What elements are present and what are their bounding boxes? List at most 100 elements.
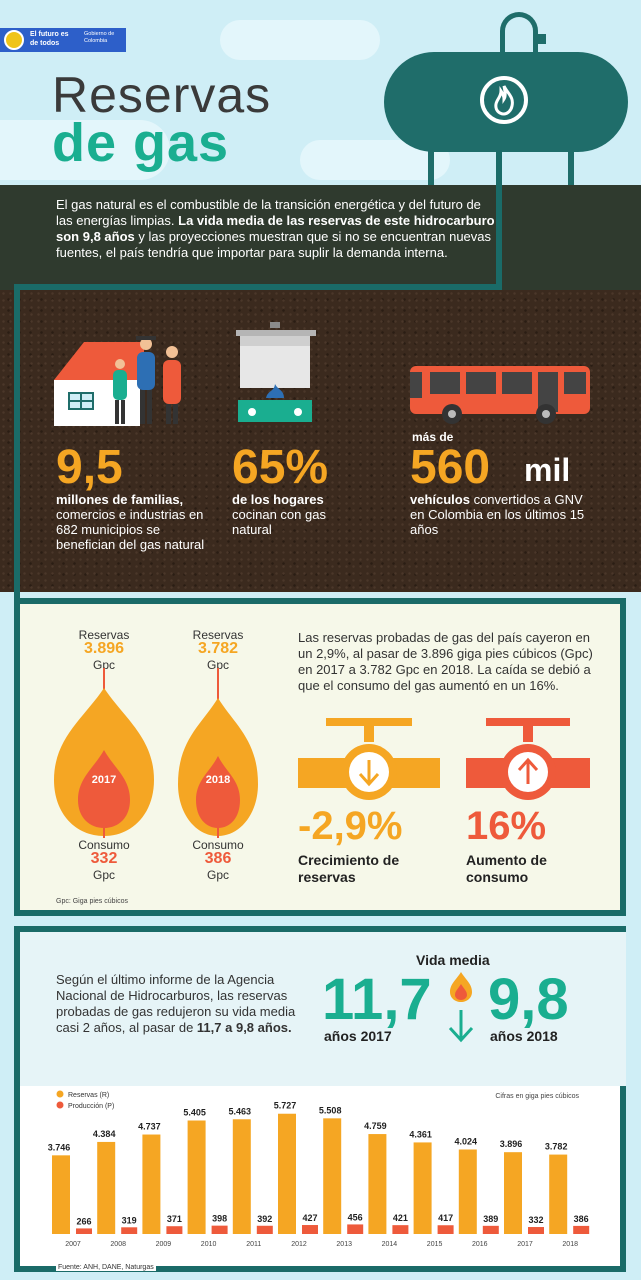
x-tick-label: 2009 [156,1241,172,1248]
half-life-title: Vida media [416,952,490,968]
logo-government: Gobierno de Colombia [84,31,115,44]
bar-production [256,1225,273,1234]
half-life-2017-value: 11,7 [322,967,432,1032]
soil-section [0,290,641,592]
reserves-2018-value: 3.782 [197,640,239,657]
consumption-2018-label: Consumo [192,838,244,852]
tank-handle [500,12,538,56]
reserves-2017-value: 3.896 [83,640,125,657]
bar-production [76,1228,92,1234]
colombia-seal-icon [4,30,24,50]
reserves-description: Las reservas probadas de gas del país ca… [298,630,593,693]
house-family-icon [54,336,181,426]
bar-production-label: 386 [574,1214,589,1224]
intro-band [0,185,641,290]
pipe [620,1086,626,1272]
bar-reserves [142,1134,161,1234]
source-note: Fuente: ANH, DANE, Naturgas [56,1264,156,1271]
pipe [14,1266,626,1272]
x-tick-label: 2013 [336,1241,352,1248]
logo-slogan: El futuro es de todos [30,31,69,47]
bar-production [437,1225,454,1234]
bar-reserves-label: 5.727 [274,1101,297,1111]
stat-vehicles-text: vehículos convertidos a GNV en Colombia … [410,492,585,537]
consumption-2017-value: 332 [90,850,118,867]
chart-units-note: Cifras en giga pies cúbicos [495,1093,579,1100]
bar-production-label: 427 [302,1213,317,1223]
bar-reserves-label: 3.782 [545,1142,568,1152]
bar-reserves-label: 5.463 [229,1106,252,1116]
growth-percent: -2,9% [298,804,403,848]
valve-down-icon [298,718,440,800]
bar-reserves [232,1119,251,1234]
bar-production-label: 332 [528,1215,543,1225]
bar-reserves [413,1142,432,1234]
bar-production-label: 392 [257,1214,272,1224]
bar-reserves-label: 4.024 [455,1136,478,1146]
reserves-2018-label: Reservas [192,628,244,642]
bar-reserves [52,1155,70,1234]
consumption-caption: Aumento de consumo [466,852,547,885]
flame-icon [480,76,528,124]
consumption-2017-label: Consumo [78,838,130,852]
bar-production-label: 421 [393,1213,408,1223]
stat-families-number: 9,5 [56,441,123,494]
half-life-2018-value: 9,8 [488,967,569,1032]
bar-reserves [549,1154,568,1234]
x-tick-label: 2012 [291,1241,307,1248]
bar-production [302,1225,318,1234]
x-tick-label: 2017 [517,1241,533,1248]
bar-production-label: 417 [438,1213,453,1223]
flame-2017-icon [54,668,154,838]
bar-production-label: 456 [348,1212,363,1222]
stat-vehicles-number: 560 [410,441,491,494]
chart-panel [14,1086,626,1268]
bar-production [121,1227,138,1234]
bar-reserves-label: 5.508 [319,1105,342,1115]
bar-production-label: 371 [167,1214,182,1224]
legend-reserves-swatch [56,1090,64,1098]
bar-production [392,1225,409,1234]
bar-reserves-label: 5.405 [183,1107,206,1117]
pipe [14,284,502,290]
stat-vehicles-prefix: más de [412,430,454,444]
x-tick-label: 2008 [110,1241,126,1248]
reserves-2018-unit: Gpc [206,658,229,672]
stat-homes-number: 65% [232,441,329,494]
bar-production [528,1227,544,1234]
gpc-note: Gpc: Giga pies cúbicos [56,898,128,905]
bar-production [573,1225,590,1234]
x-tick-label: 2011 [246,1241,261,1248]
stat-families-text: millones de familias, comercios e indust… [56,492,205,552]
pipe [496,150,502,290]
bar-reserves-label: 4.384 [93,1129,116,1139]
x-tick-label: 2007 [65,1241,81,1248]
flame-2017-year: 2017 [91,774,117,786]
consumption-percent: 16% [466,804,547,848]
pipe [14,1086,20,1272]
tank-leg [428,146,434,186]
bar-production-label: 266 [76,1216,91,1226]
bar-reserves [187,1120,206,1234]
half-life-2017-caption: años 2017 [324,1028,392,1044]
legend-production-swatch [56,1101,64,1109]
legend-production-label: Producción (P) [68,1103,114,1110]
consumption-2018-value: 386 [204,850,232,867]
bar-reserves-label: 3.896 [500,1139,523,1149]
page-title-line2: de gas [52,113,230,173]
half-life-2018-caption: años 2018 [490,1028,558,1044]
flame-2018-year: 2018 [205,774,231,786]
stove-pot-icon [236,322,316,422]
bar-reserves [458,1149,477,1234]
half-life-section [14,926,626,1086]
x-tick-label: 2018 [562,1241,578,1248]
x-tick-label: 2016 [472,1241,488,1248]
stat-homes-text: de los hogares cocinan con gas natural [232,492,326,537]
bar-reserves [504,1152,522,1234]
bar-reserves-label: 4.361 [409,1129,432,1139]
intro-paragraph: El gas natural es el combustible de la t… [56,197,495,260]
bus-icon [410,366,590,424]
flame-2018-icon [178,668,258,838]
bar-reserves-label: 4.759 [364,1121,387,1131]
bar-reserves-label: 3.746 [48,1142,71,1152]
